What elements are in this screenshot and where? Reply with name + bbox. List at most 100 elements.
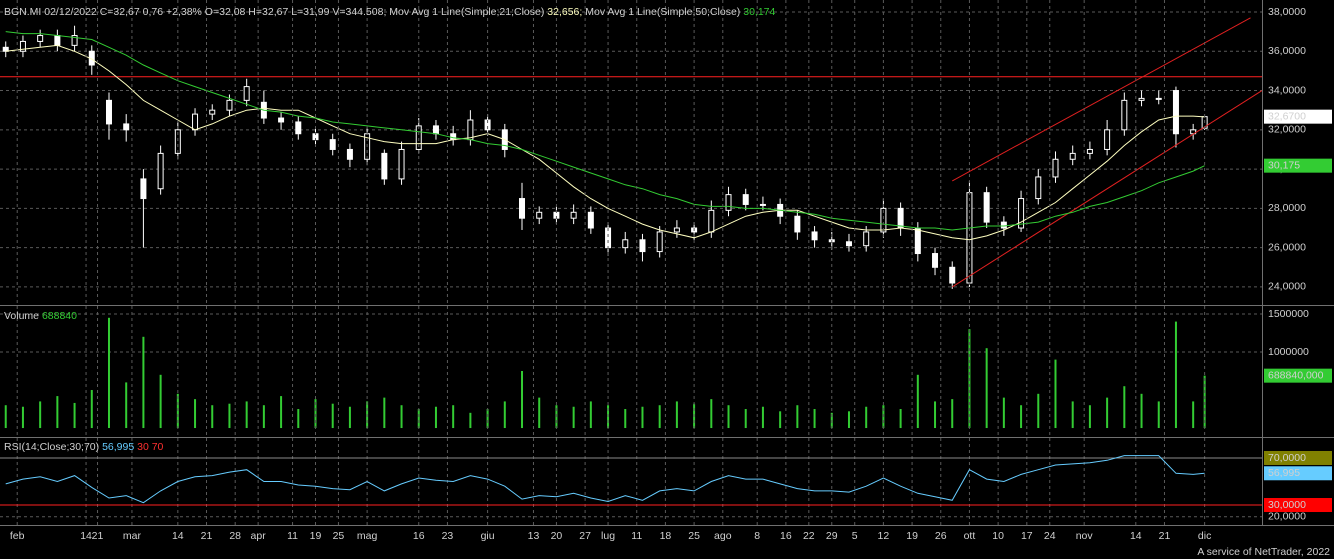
trend-line [951,17,1251,182]
x-tick-label: 21 [1159,530,1171,542]
x-tick-label: feb [10,530,25,542]
x-tick-label: 21 [92,530,104,542]
y-tick-label: 28,0000 [1268,202,1306,214]
candle-body [1172,90,1179,135]
candle-body [794,215,801,233]
volume-bar [521,371,524,429]
x-tick-label: 11 [631,530,642,542]
volume-bar [985,348,988,429]
x-tick-label: 25 [688,530,700,542]
volume-bar [1123,386,1126,429]
candle-body [19,40,26,52]
legend-value: 30,174 [743,6,775,18]
legend-entry: Mov Avg 1 Line(Simple;50;Close) [585,6,740,18]
candle-body [1104,129,1111,150]
candle-body [432,125,439,135]
candle-body [295,121,302,135]
candle-body [622,239,629,249]
volume-bar [761,406,764,429]
x-tick-label: 19 [310,530,322,542]
volume-bar [194,399,197,429]
last-value-label: 30,175 [1268,159,1300,171]
legend-value: 56,995 [102,441,134,453]
volume-bar [658,405,661,429]
candle-body [983,192,990,223]
volume-bar [899,409,902,429]
candle-body [673,227,680,233]
volume-bar [434,406,437,429]
candle-body [467,119,474,141]
x-tick-label: 8 [754,530,760,542]
volume-bar [813,409,816,429]
tick-label-bg [1264,450,1332,465]
y-tick-label: 36,0000 [1268,45,1306,57]
candle-body [725,194,732,211]
candle-body [71,35,78,46]
volume-bar [1054,359,1057,429]
volume-bar [779,411,782,429]
volume-bar [245,401,248,429]
candle-body [1138,97,1145,101]
candle-body [536,211,543,219]
x-tick-label: 14 [1130,530,1142,542]
x-tick-label: ott [964,530,976,542]
volume-bar [73,402,76,429]
volume-bar [1088,405,1091,429]
volume-bar [727,405,730,429]
volume-bar [21,406,24,429]
candle-body [587,211,594,229]
volume-bar [297,409,300,429]
series-line [5,44,1205,241]
x-tick-label: ago [714,530,732,542]
volume-bar [934,401,937,429]
last-value-bg [1264,466,1332,481]
y-tick-label: 20,0000 [1268,511,1306,523]
volume-bar [1020,405,1023,429]
candle-body [949,266,956,284]
candle-body [708,209,715,233]
x-tick-label: 18 [660,530,672,542]
volume-bar [142,336,145,429]
volume-bar [1002,397,1005,429]
candle-body [329,139,336,150]
y-tick-label: 32,0000 [1268,124,1306,136]
y-tick-label: 34,0000 [1268,84,1306,96]
candle-body [398,148,405,180]
candle-body [140,178,147,200]
chart-header: BGN.MI 02/12/2022 C=32,67 0,76 +2,38% O=… [4,6,776,18]
x-tick-label: 21 [201,530,213,542]
volume-bar [710,399,713,429]
candle-body [845,241,852,247]
y-tick-label: 24,0000 [1268,281,1306,293]
volume-bar [228,403,231,429]
candle-body [54,35,61,46]
candle-body [415,125,422,150]
volume-bar [503,401,506,429]
volume-bar [125,382,128,429]
candle-body [157,152,164,190]
x-tick-label: lug [601,530,615,542]
volume-bar [1106,397,1109,429]
candle-body [1000,221,1007,229]
volume-bar [865,406,868,429]
volume-bar [951,399,954,429]
x-tick-label: 13 [528,530,540,542]
candle-body [484,119,491,131]
last-value-bg [1264,158,1332,173]
volume-bar [1174,321,1177,429]
candle-body [450,133,457,141]
volume-bar [641,406,644,429]
candle-body [880,207,887,233]
x-tick-label: 26 [935,530,947,542]
candle-body [278,117,285,123]
volume-bar [624,409,627,429]
candle-body [105,99,112,125]
volume-bar [1037,393,1040,429]
x-tick-label: 16 [413,530,425,542]
last-value-bg [1264,368,1332,383]
x-tick-label: apr [251,530,267,542]
volume-bar [39,401,42,429]
volume-bar [400,405,403,429]
x-tick-label: 11 [287,530,298,542]
